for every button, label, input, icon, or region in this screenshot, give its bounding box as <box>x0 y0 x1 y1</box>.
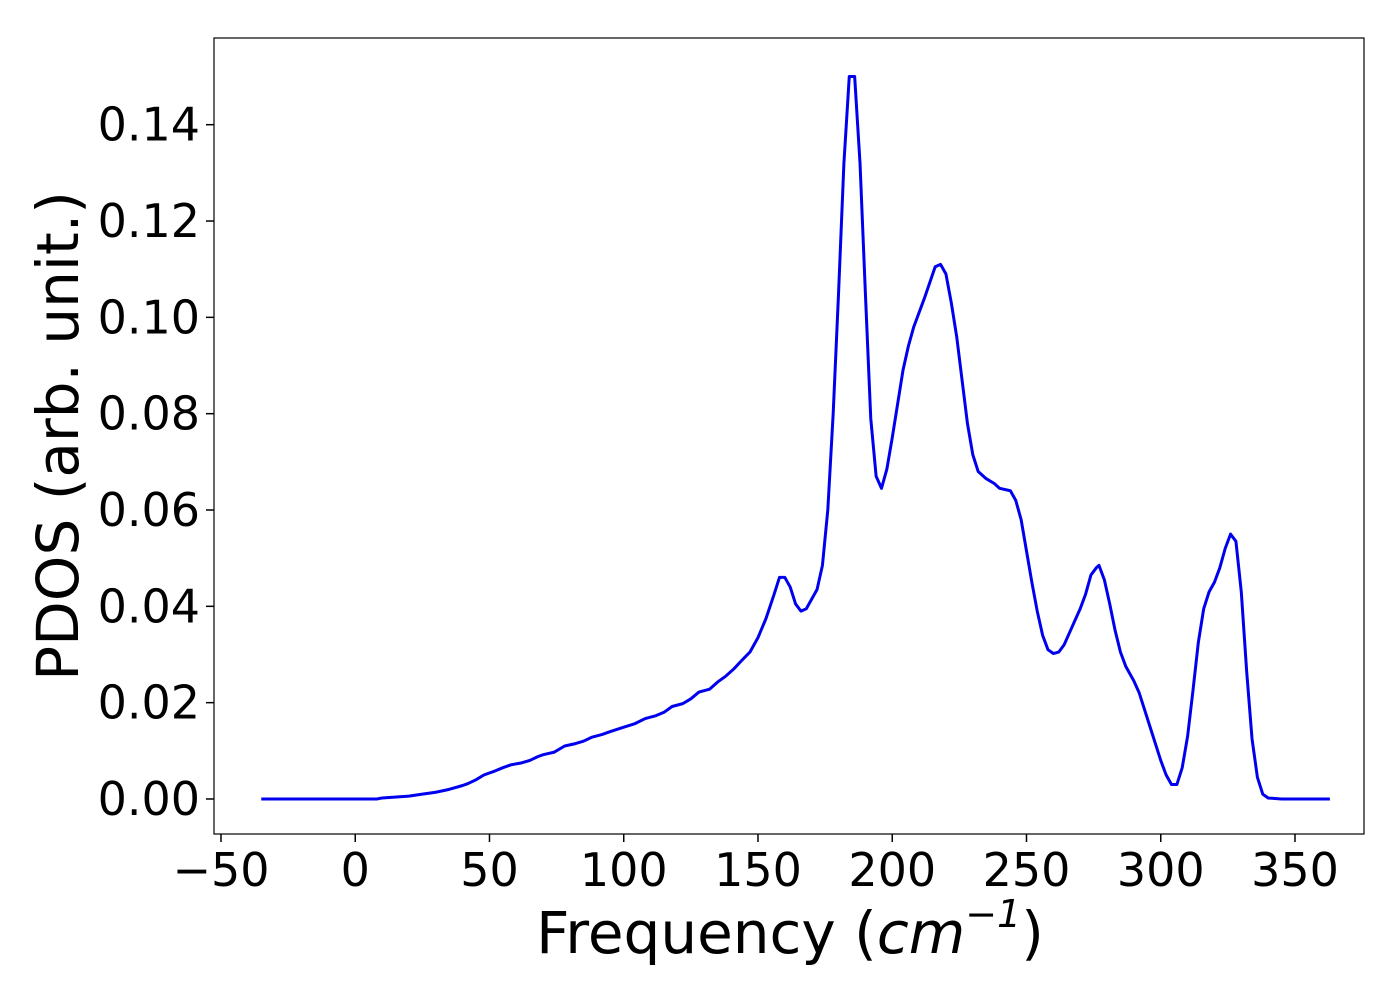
y-tick-label: 0.12 <box>98 194 200 248</box>
x-tick-label: 50 <box>460 843 519 897</box>
x-label-close: ) <box>1021 899 1044 967</box>
data-line <box>261 75 1330 801</box>
x-tick-label: −50 <box>172 843 269 897</box>
x-tick-label: 100 <box>580 843 668 897</box>
x-label-text: Frequency ( <box>536 899 877 967</box>
x-axis-label: Frequency (cm−1) <box>536 892 1044 967</box>
y-tick-label: 0.14 <box>98 98 200 152</box>
x-tick-label: 0 <box>341 843 370 897</box>
x-label-exponent: −1 <box>965 892 1021 936</box>
x-tick-label: 300 <box>1117 843 1205 897</box>
y-tick-label: 0.00 <box>98 772 200 826</box>
y-tick-label: 0.06 <box>98 483 200 537</box>
x-tick-label: 200 <box>848 843 936 897</box>
y-axis-label: PDOS (arb. unit.) <box>24 191 92 681</box>
y-tick-label: 0.04 <box>98 579 200 633</box>
y-tick-label: 0.08 <box>98 387 200 441</box>
x-label-unit: cm <box>877 899 965 967</box>
plot-frame <box>213 37 1365 835</box>
y-tick-label: 0.10 <box>98 290 200 344</box>
x-tick-label: 350 <box>1251 843 1339 897</box>
x-tick-label: 150 <box>714 843 802 897</box>
y-tick-label: 0.02 <box>98 676 200 730</box>
x-tick-label: 250 <box>983 843 1071 897</box>
